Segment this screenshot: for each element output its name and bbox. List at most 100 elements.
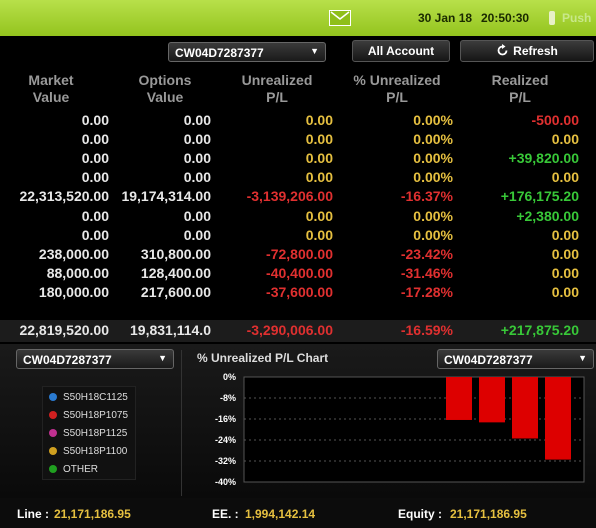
all-account-button[interactable]: All Account: [352, 40, 450, 62]
cell-market: 0.00: [81, 169, 109, 186]
cell-realized: 0.00: [551, 264, 579, 281]
cell-unreal: 0.00: [305, 112, 333, 128]
cell-market: 22,819,520.00: [19, 322, 109, 338]
y-tick-label: -24%: [215, 435, 236, 445]
column-header-line: Value: [32, 89, 70, 105]
legend-label: OTHER: [63, 464, 98, 475]
cell-unreal: -72,800.00: [266, 245, 333, 262]
cell-unreal: -37,600.00: [266, 283, 333, 300]
cell-pct: -17.28%: [400, 283, 453, 300]
y-tick-label: 0%: [223, 372, 236, 382]
chart-legend: S50H18C1125 S50H18P1075 S50H18P1125 S50H18P…: [42, 386, 136, 480]
cell-options: 310,800.00: [140, 245, 211, 262]
column-header-line: P/L: [386, 89, 408, 105]
equity-value: 21,171,186.95: [450, 507, 527, 521]
mail-icon[interactable]: [329, 10, 351, 26]
column-header-line: P/L: [509, 89, 531, 105]
column-header: % Unrealized P/L: [345, 72, 449, 106]
cell-market: 0.00: [81, 131, 109, 148]
footer-bar: [0, 498, 596, 528]
cell-unreal: 0.00: [305, 226, 333, 243]
cell-unreal: -3,290,006.00: [246, 322, 333, 338]
account-select[interactable]: CW04D7287377 ▼: [168, 42, 326, 62]
cell-options: 0.00: [183, 150, 211, 167]
cell-market: 0.00: [81, 112, 109, 128]
chevron-down-icon: ▼: [578, 353, 587, 363]
legend-account-select[interactable]: CW04D7287377 ▼: [16, 349, 174, 369]
cell-realized: -500.00: [531, 112, 579, 128]
refresh-label: Refresh: [513, 44, 558, 58]
chart-bar: [512, 377, 538, 439]
column-header-line: Unrealized: [241, 72, 313, 88]
legend-label: S50H18P1075: [63, 410, 129, 421]
column-header-line: Options: [138, 72, 192, 88]
cell-realized: +39,820.00: [508, 150, 579, 167]
chart-bar: [545, 377, 571, 460]
refresh-button[interactable]: Refresh: [460, 40, 594, 62]
cell-market: 0.00: [81, 226, 109, 243]
cell-realized: 0.00: [551, 169, 579, 186]
legend-item[interactable]: OTHER: [49, 463, 98, 477]
equity-label: Equity :: [398, 507, 442, 521]
ee-label: EE. :: [212, 507, 239, 521]
cell-market: 88,000.00: [46, 264, 109, 281]
ee-value: 1,994,142.14: [245, 507, 316, 521]
y-tick-label: -32%: [215, 456, 236, 466]
cell-pct: 0.00%: [413, 226, 453, 243]
legend-label: S50H18C1125: [63, 392, 128, 403]
chart-title: % Unrealized P/L Chart: [197, 351, 329, 365]
chart-bar: [479, 377, 505, 423]
panel-divider: [181, 350, 182, 496]
current-date: 30 Jan 18: [418, 11, 473, 25]
cell-unreal: -3,139,206.00: [246, 188, 333, 205]
cell-pct: 0.00%: [413, 169, 453, 186]
legend-item[interactable]: S50H18C1125: [49, 391, 128, 405]
cell-pct: -23.42%: [400, 245, 453, 262]
chart-bar: [446, 377, 472, 420]
column-header: Market Value: [14, 72, 88, 106]
refresh-icon: [496, 43, 509, 63]
cell-market: 22,313,520.00: [19, 188, 109, 205]
push-toggle-icon[interactable]: [549, 11, 555, 25]
cell-options: 217,600.00: [140, 283, 211, 300]
column-header: Realized P/L: [480, 72, 560, 106]
cell-pct: 0.00%: [413, 150, 453, 167]
legend-dot-icon: [49, 411, 57, 419]
cell-unreal: 0.00: [305, 169, 333, 186]
cell-options: 0.00: [183, 207, 211, 224]
cell-pct: 0.00%: [413, 207, 453, 224]
push-label[interactable]: Push: [562, 11, 592, 25]
legend-account-select-value: CW04D7287377: [23, 353, 112, 367]
chart-account-select[interactable]: CW04D7287377 ▼: [437, 349, 594, 369]
cell-pct: 0.00%: [413, 131, 453, 148]
current-time: 20:50:30: [481, 11, 530, 25]
cell-pct: -16.59%: [400, 322, 453, 338]
y-tick-label: -40%: [215, 477, 236, 487]
unrealized-pl-chart: 0% -8% -16% -24% -32% -40%: [215, 372, 585, 487]
chevron-down-icon: ▼: [310, 46, 319, 56]
legend-dot-icon: [49, 393, 57, 401]
cell-options: 0.00: [183, 169, 211, 186]
cell-pct: -31.46%: [400, 264, 453, 281]
cell-realized: 0.00: [551, 283, 579, 300]
legend-item[interactable]: S50H18P1075: [49, 409, 128, 423]
cell-unreal: 0.00: [305, 207, 333, 224]
cell-realized: 0.00: [551, 131, 579, 148]
legend-dot-icon: [49, 447, 57, 455]
legend-item[interactable]: S50H18P1125: [49, 427, 127, 441]
line-label: Line :: [17, 507, 49, 521]
column-header-line: Market: [28, 72, 74, 88]
cell-market: 180,000.00: [38, 283, 109, 300]
cell-options: 19,831,114.0: [130, 322, 211, 338]
legend-item[interactable]: S50H18P1100: [49, 445, 127, 459]
cell-realized: +2,380.00: [516, 207, 579, 224]
chevron-down-icon: ▼: [158, 353, 167, 363]
column-header: Unrealized P/L: [232, 72, 322, 106]
legend-label: S50H18P1125: [63, 428, 128, 439]
cell-pct: -16.37%: [400, 188, 453, 205]
cell-pct: 0.00%: [413, 112, 453, 128]
cell-realized: +176,175.20: [500, 188, 579, 205]
cell-options: 0.00: [183, 112, 211, 128]
column-header-line: % Unrealized: [353, 72, 441, 88]
cell-unreal: 0.00: [305, 131, 333, 148]
